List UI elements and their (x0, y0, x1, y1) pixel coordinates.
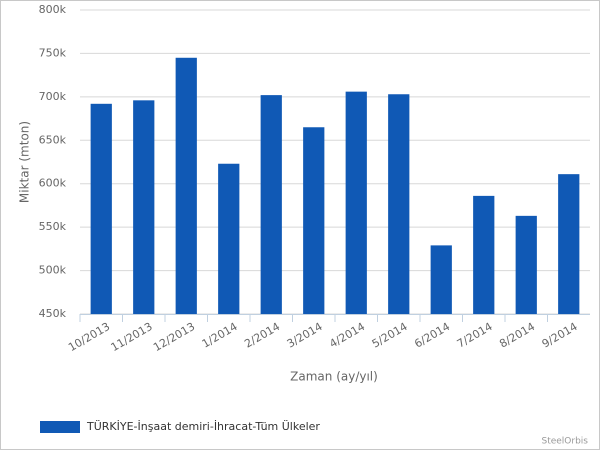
bar (388, 94, 410, 314)
y-tick-label: 650k (39, 133, 67, 146)
y-tick-label: 450k (39, 307, 67, 320)
bar (473, 195, 495, 314)
y-tick-label: 700k (39, 90, 67, 103)
x-axis-title: Zaman (ay/yıl) (290, 370, 378, 384)
bar (345, 91, 367, 314)
legend-swatch (40, 421, 80, 433)
bar (260, 95, 282, 315)
bar (558, 174, 580, 314)
credit: SteelOrbis (541, 437, 588, 447)
y-tick-label: 750k (39, 46, 67, 59)
bar (515, 215, 537, 314)
y-tick-label: 600k (39, 177, 67, 190)
bar (218, 163, 240, 314)
bar (430, 245, 452, 314)
y-axis-title: Miktar (mton) (18, 121, 32, 203)
y-tick-label: 800k (39, 3, 67, 16)
bar (175, 57, 197, 315)
y-tick-label: 550k (39, 220, 67, 233)
legend-label: TÜRKİYE-İnşaat demiri-İhracat-Tüm Ülkele… (86, 420, 320, 433)
bar (133, 100, 155, 315)
bar (303, 127, 325, 314)
bar (90, 103, 112, 314)
y-tick-label: 500k (39, 264, 67, 277)
